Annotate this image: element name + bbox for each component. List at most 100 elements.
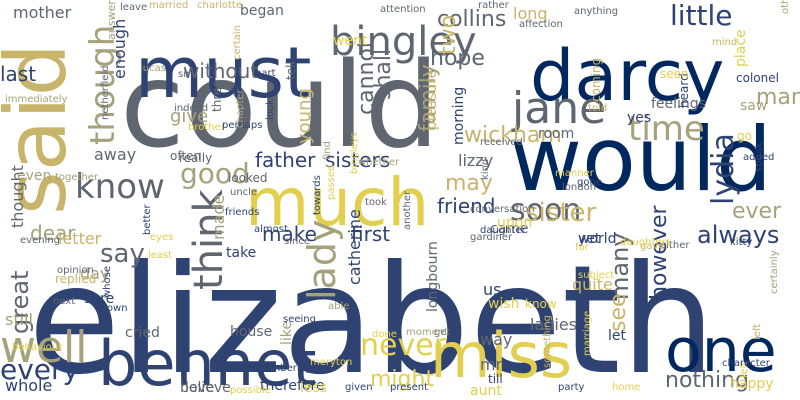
word-least: least — [148, 250, 172, 261]
word-took: took — [365, 197, 387, 208]
word-two: two — [436, 15, 461, 55]
word-great: great — [6, 271, 34, 334]
word-perhaps: perhaps — [222, 120, 262, 131]
word-love: love — [185, 380, 214, 396]
word-bingley: bingley — [330, 19, 477, 65]
word-three: three — [210, 80, 224, 112]
word-felt: felt — [739, 362, 750, 378]
word-look: look — [265, 99, 276, 120]
word-always: always — [697, 221, 779, 249]
word-uncle: uncle — [230, 187, 257, 198]
word-evening: evening — [20, 235, 60, 246]
word-house: house — [230, 324, 272, 340]
word-mother: mother — [13, 3, 72, 22]
word-wish: wish — [488, 296, 520, 312]
word-well: well — [0, 322, 88, 373]
word-made: made — [209, 195, 228, 240]
word-know: know — [525, 297, 557, 311]
word-meryton: meryton — [310, 357, 352, 368]
word-could: could — [120, 36, 440, 174]
word-find: find — [322, 141, 333, 160]
word-many: many — [606, 233, 634, 301]
word-father: father — [255, 148, 316, 172]
word-sister: sister — [525, 198, 597, 228]
word-leave: leave — [120, 2, 147, 13]
word-think: think — [186, 189, 232, 291]
word-without: without — [183, 59, 258, 83]
word-colonel: colonel — [736, 71, 779, 85]
word-even: even — [17, 168, 51, 184]
word-young: young — [294, 88, 315, 144]
word-pleasure: pleasure — [424, 70, 440, 130]
word-rather: rather — [478, 0, 510, 11]
word-however: however — [647, 205, 672, 300]
word-little: little — [670, 0, 733, 32]
word-eyes: eyes — [150, 232, 173, 243]
word-go: go — [737, 129, 752, 143]
word-gave: gave — [640, 241, 665, 252]
word-really: really — [179, 151, 212, 165]
word-speak: speak — [754, 142, 765, 172]
word-saw: saw — [740, 98, 767, 114]
word-said: said — [0, 43, 85, 215]
word-room: room — [538, 126, 574, 142]
word-gone: gone — [577, 177, 602, 188]
word-know: know — [75, 167, 165, 207]
word-since: since — [284, 236, 310, 247]
word-man: man — [756, 85, 800, 110]
word-long: long — [513, 4, 548, 23]
word-therefore: therefore — [260, 378, 325, 394]
word-one: one — [665, 316, 777, 386]
word-came: came — [490, 221, 529, 237]
word-character: character — [722, 358, 771, 369]
word-chapter: chapter — [235, 89, 246, 128]
word-certain: certain — [232, 25, 243, 60]
word-charlotte: charlotte — [197, 0, 242, 11]
word-yes: yes — [627, 110, 651, 126]
word-passed: passed — [326, 165, 337, 200]
word-dear: dear — [30, 221, 76, 245]
word-almost: almost — [254, 224, 288, 235]
word-another: another — [402, 190, 413, 230]
word-far: far — [575, 242, 590, 253]
word-given: given — [345, 382, 373, 393]
word-sure: sure — [84, 291, 114, 307]
word-often: often — [170, 149, 201, 163]
word-get: get — [434, 327, 451, 338]
word-good: good — [180, 157, 250, 190]
word-take: take — [226, 245, 256, 261]
word-possible: possible — [230, 385, 271, 396]
word-went: went — [333, 33, 368, 49]
word-longbourn: longbourn — [425, 241, 441, 312]
word-morning: morning — [451, 87, 467, 145]
word-lydia: lydia — [706, 133, 741, 205]
word-day: day — [80, 264, 109, 283]
word-better: better — [142, 204, 153, 235]
word-left: left — [752, 324, 763, 340]
word-anything: anything — [574, 6, 618, 17]
word-towards: towards — [312, 175, 323, 215]
word-last: last — [0, 62, 36, 86]
word-family: family — [416, 64, 441, 132]
word-manner: manner — [555, 168, 595, 179]
word-let: let — [608, 328, 627, 344]
word-london: london — [562, 182, 596, 193]
word-first: first — [351, 222, 390, 246]
word-pemberley: pemberley — [258, 363, 312, 374]
word-hope: hope — [430, 46, 485, 71]
word-behaviour: behaviour — [12, 342, 63, 353]
word-mind: mind — [712, 37, 737, 48]
word-see: see — [606, 293, 631, 332]
word-daughters: daughters — [620, 237, 671, 248]
word-darcy: darcy — [530, 35, 724, 117]
word-soon: soon — [510, 193, 581, 228]
word-wickham: wickham — [464, 123, 562, 148]
word-lizzy: lizzy — [458, 151, 493, 170]
word-began: began — [240, 3, 284, 19]
word-yet: yet — [578, 231, 601, 247]
word-every: every — [0, 353, 79, 386]
word-like: like — [279, 321, 295, 345]
word-cannot: cannot — [354, 39, 379, 115]
word-present: present — [390, 382, 428, 393]
